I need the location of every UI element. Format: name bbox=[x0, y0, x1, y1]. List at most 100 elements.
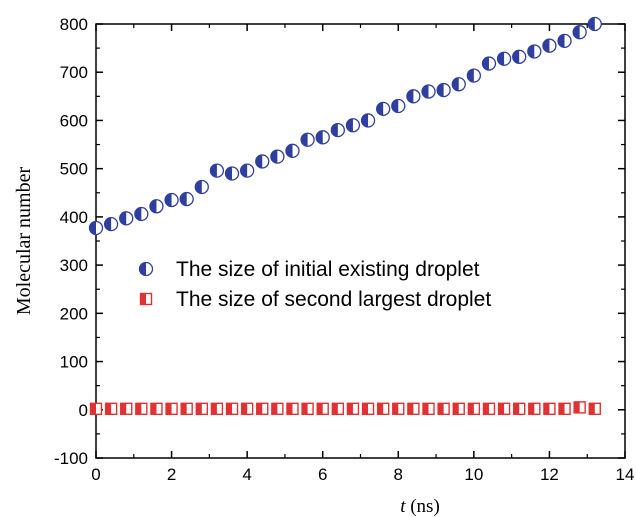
data-point-initial-droplet bbox=[224, 166, 240, 181]
data-point-initial-droplet bbox=[496, 51, 512, 66]
x-tick-label: 0 bbox=[91, 465, 100, 484]
data-point-initial-droplet bbox=[149, 199, 164, 214]
data-point-second-droplet bbox=[497, 402, 511, 416]
data-point-second-droplet bbox=[316, 402, 329, 416]
x-axis-label: t (ns) bbox=[400, 496, 440, 517]
data-point-initial-droplet bbox=[134, 206, 149, 222]
x-tick-label: 6 bbox=[318, 465, 327, 484]
x-tick-label: 12 bbox=[540, 465, 559, 484]
data-point-initial-droplet bbox=[330, 122, 345, 138]
data-point-initial-droplet bbox=[239, 163, 255, 178]
data-point-initial-droplet bbox=[119, 211, 134, 226]
data-point-second-droplet bbox=[256, 402, 269, 416]
data-point-initial-droplet bbox=[300, 132, 315, 147]
data-point-initial-droplet bbox=[88, 220, 104, 236]
legend-label: The size of second largest droplet bbox=[176, 288, 491, 311]
data-point-second-droplet bbox=[376, 402, 390, 416]
data-point-second-droplet bbox=[210, 402, 224, 416]
data-point-second-droplet bbox=[361, 402, 375, 416]
data-point-initial-droplet bbox=[103, 216, 119, 232]
x-axis-label-unit: (ns) bbox=[405, 496, 439, 517]
data-point-initial-droplet bbox=[512, 49, 527, 64]
y-tick-label: 200 bbox=[60, 304, 88, 323]
legend-marker-initial-droplet bbox=[138, 261, 154, 277]
data-point-second-droplet bbox=[225, 402, 239, 416]
y-tick-label: 400 bbox=[60, 208, 88, 227]
data-point-second-droplet bbox=[104, 402, 118, 416]
x-tick-label: 4 bbox=[242, 465, 251, 484]
data-point-initial-droplet bbox=[451, 77, 466, 92]
data-point-initial-droplet bbox=[436, 82, 451, 98]
data-point-second-droplet bbox=[452, 402, 465, 416]
legend: The size of initial existing droplet The … bbox=[138, 258, 491, 311]
data-point-second-droplet bbox=[543, 402, 556, 416]
data-point-initial-droplet bbox=[194, 179, 209, 195]
x-tick-label: 2 bbox=[167, 465, 176, 484]
data-point-second-droplet bbox=[120, 402, 133, 416]
data-point-initial-droplet bbox=[557, 33, 572, 49]
x-tick-label: 14 bbox=[616, 465, 635, 484]
data-point-second-droplet bbox=[301, 402, 314, 416]
data-point-second-droplet bbox=[89, 402, 103, 416]
data-point-second-droplet bbox=[195, 402, 209, 416]
data-point-second-droplet bbox=[467, 402, 481, 416]
data-point-initial-droplet bbox=[527, 44, 542, 59]
data-point-second-droplet bbox=[588, 402, 601, 416]
y-tick-label: -100 bbox=[54, 449, 88, 468]
data-point-initial-droplet bbox=[345, 118, 361, 133]
data-point-initial-droplet bbox=[466, 68, 482, 83]
data-point-second-droplet bbox=[150, 402, 163, 416]
data-point-initial-droplet bbox=[255, 154, 270, 169]
data-point-initial-droplet bbox=[481, 56, 497, 71]
x-tick-label: 8 bbox=[394, 465, 403, 484]
x-axis: 0 2 4 6 8 10 12 14 bbox=[91, 24, 634, 484]
data-point-second-droplet bbox=[286, 402, 299, 416]
data-point-second-droplet bbox=[573, 401, 586, 414]
data-point-second-droplet bbox=[346, 402, 360, 416]
data-point-second-droplet bbox=[165, 402, 178, 416]
data-point-initial-droplet bbox=[587, 16, 602, 32]
data-point-second-droplet bbox=[135, 402, 148, 416]
data-point-initial-droplet bbox=[376, 101, 391, 117]
data-point-second-droplet bbox=[513, 402, 526, 416]
x-tick-label: 10 bbox=[464, 465, 483, 484]
data-point-initial-droplet bbox=[270, 149, 285, 164]
x-axis-label-italic: t bbox=[400, 496, 406, 517]
data-point-second-droplet bbox=[331, 402, 345, 416]
data-point-initial-droplet bbox=[421, 84, 436, 99]
data-point-initial-droplet bbox=[572, 25, 587, 40]
data-point-initial-droplet bbox=[315, 130, 330, 145]
data-point-initial-droplet bbox=[391, 98, 406, 114]
legend-marker-second-droplet bbox=[139, 292, 153, 306]
data-point-second-droplet bbox=[558, 402, 571, 416]
y-tick-label: 600 bbox=[60, 111, 88, 130]
data-point-initial-droplet bbox=[360, 113, 376, 128]
data-point-initial-droplet bbox=[406, 89, 421, 104]
data-point-second-droplet bbox=[271, 402, 284, 416]
data-point-second-droplet bbox=[392, 402, 405, 416]
data-point-second-droplet bbox=[437, 402, 450, 416]
data-point-second-droplet bbox=[528, 402, 541, 416]
y-tick-label: 300 bbox=[60, 256, 88, 275]
legend-label: The size of initial existing droplet bbox=[176, 258, 480, 281]
plot-frame bbox=[95, 23, 626, 459]
y-tick-label: 500 bbox=[60, 160, 88, 179]
y-axis: -100 0 100 200 300 400 500 600 700 800 bbox=[54, 15, 625, 468]
data-point-second-droplet bbox=[422, 402, 435, 416]
data-layer bbox=[88, 16, 602, 416]
data-point-second-droplet bbox=[482, 402, 496, 416]
y-tick-label: 800 bbox=[60, 15, 88, 34]
data-point-second-droplet bbox=[407, 402, 420, 416]
data-point-second-droplet bbox=[240, 402, 254, 416]
data-point-initial-droplet bbox=[179, 191, 194, 207]
data-point-initial-droplet bbox=[542, 38, 557, 53]
data-point-second-droplet bbox=[180, 402, 193, 416]
data-point-initial-droplet bbox=[285, 143, 300, 158]
data-point-initial-droplet bbox=[164, 192, 179, 208]
y-tick-label: 700 bbox=[60, 63, 88, 82]
y-axis-label: Molecular number bbox=[13, 167, 35, 316]
data-point-initial-droplet bbox=[209, 163, 225, 178]
y-tick-label: 0 bbox=[79, 401, 88, 420]
